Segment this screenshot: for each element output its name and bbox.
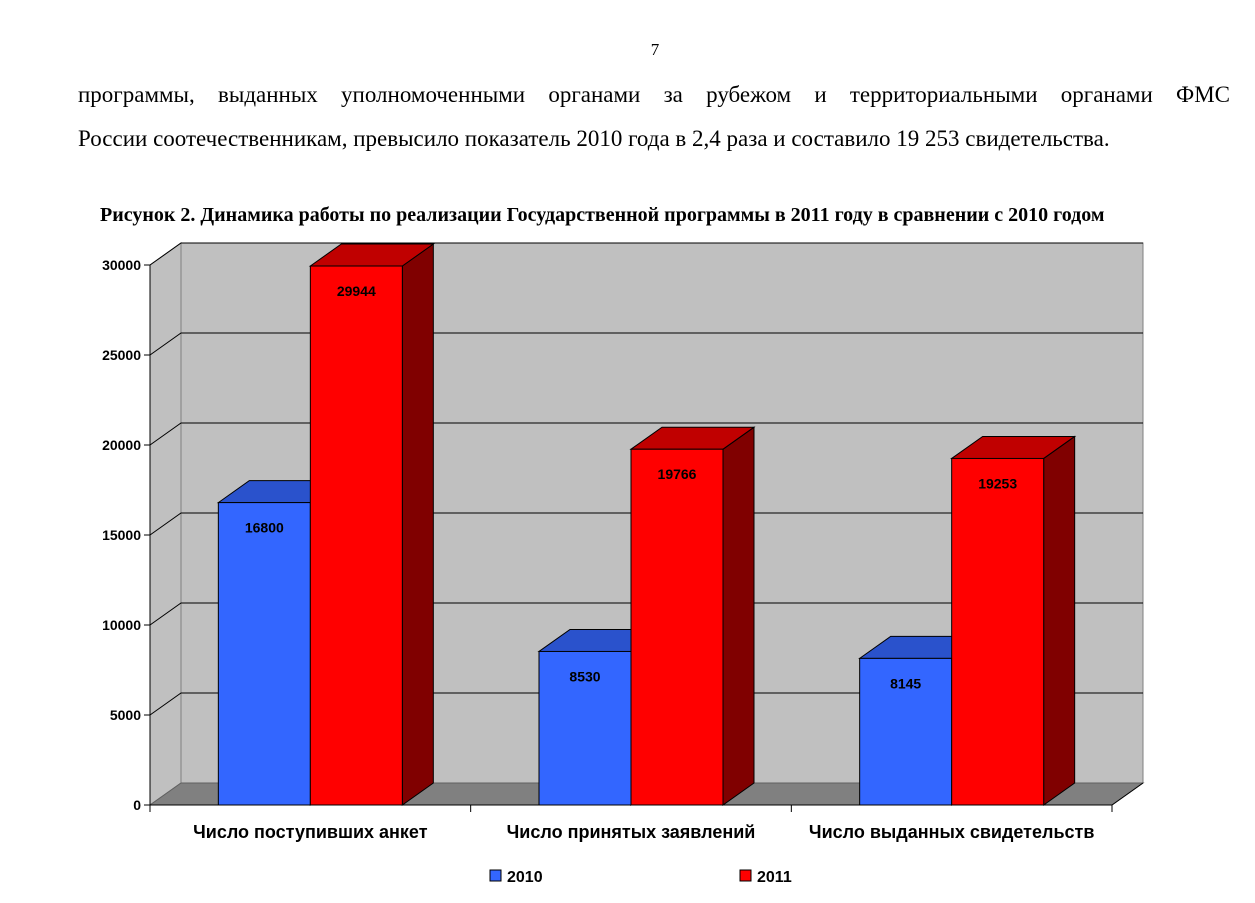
data-label: 19766 <box>658 466 697 482</box>
bar <box>217 502 311 806</box>
y-tick-label: 0 <box>133 797 141 813</box>
x-axis-edge <box>1111 782 1144 806</box>
y-tick-label: 5000 <box>110 707 141 723</box>
bar <box>951 457 1045 806</box>
legend-swatch <box>489 869 502 882</box>
x-category-label: Число принятых заявлений <box>507 822 756 842</box>
bar-side <box>401 243 434 806</box>
bar <box>859 657 953 806</box>
paragraph-line-2: России соотечественникам, превысило пока… <box>78 126 1110 151</box>
gridline <box>149 602 1143 626</box>
bar <box>309 265 403 806</box>
data-label: 8145 <box>890 675 921 691</box>
y-tick-label: 15000 <box>102 527 141 543</box>
data-label: 16800 <box>245 520 284 536</box>
data-label: 8530 <box>569 668 600 684</box>
y-tick-label: 20000 <box>102 437 141 453</box>
data-label: 19253 <box>978 475 1017 491</box>
legend-label: 2010 <box>507 869 543 886</box>
y-tick-label: 25000 <box>102 347 141 363</box>
x-category-label: Число поступивших анкет <box>193 822 428 842</box>
x-category-label: Число выданных свидетельств <box>809 822 1094 842</box>
legend-label: 2011 <box>757 869 792 886</box>
data-label: 29944 <box>337 283 376 299</box>
bar-side <box>722 426 755 806</box>
gridline <box>149 332 1143 356</box>
y-tick-label: 10000 <box>102 617 141 633</box>
page-number: 7 <box>650 40 660 59</box>
gridline <box>149 242 1143 266</box>
bar-side <box>1043 435 1076 806</box>
bar <box>538 650 632 806</box>
bar <box>630 448 724 806</box>
gridline <box>149 512 1143 536</box>
gridline <box>149 422 1143 446</box>
legend-swatch <box>739 869 752 882</box>
paragraph-line-1: программы, выданных уполномоченными орга… <box>78 82 1230 107</box>
y-tick-label: 30000 <box>102 257 141 273</box>
gridline <box>149 692 1143 716</box>
figure-caption: Рисунок 2. Динамика работы по реализации… <box>100 204 1105 226</box>
